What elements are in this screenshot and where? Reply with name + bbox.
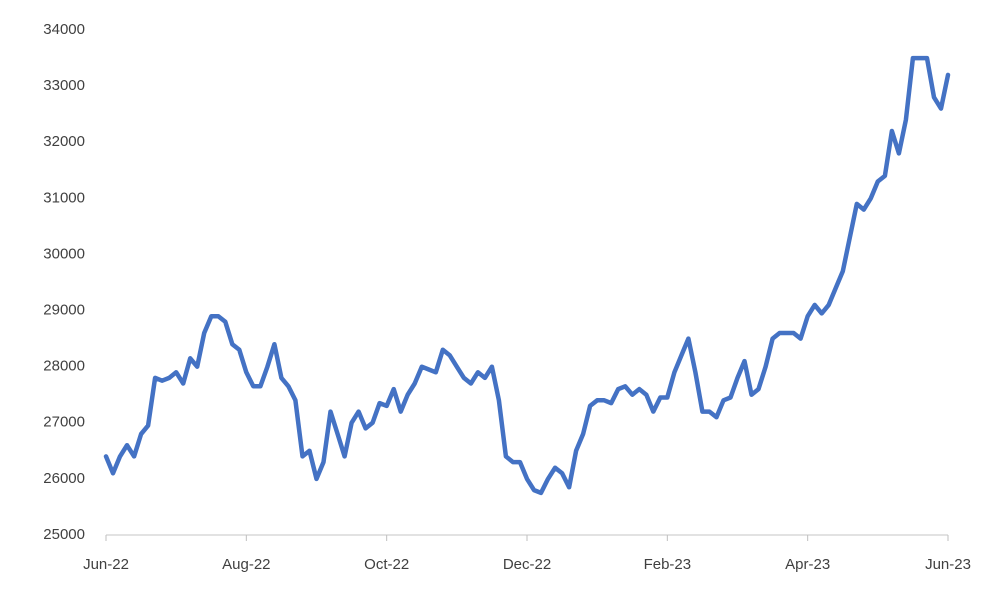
y-tick-label: 28000 bbox=[43, 358, 85, 375]
y-tick-label: 25000 bbox=[43, 526, 85, 543]
y-tick-label: 30000 bbox=[43, 245, 85, 262]
x-tick-label: Jun-23 bbox=[925, 556, 971, 573]
y-tick-label: 32000 bbox=[43, 133, 85, 150]
y-tick-label: 29000 bbox=[43, 302, 85, 319]
x-tick-label: Feb-23 bbox=[644, 556, 692, 573]
y-tick-label: 33000 bbox=[43, 77, 85, 94]
x-tick-label: Apr-23 bbox=[785, 556, 830, 573]
x-tick-label: Aug-22 bbox=[222, 556, 270, 573]
x-tick-label: Oct-22 bbox=[364, 556, 409, 573]
x-tick-label: Dec-22 bbox=[503, 556, 551, 573]
y-tick-label: 31000 bbox=[43, 189, 85, 206]
line-series bbox=[103, 55, 951, 496]
y-tick-label: 27000 bbox=[43, 414, 85, 431]
y-tick-label: 26000 bbox=[43, 470, 85, 487]
y-tick-label: 34000 bbox=[43, 21, 85, 38]
x-tick-label: Jun-22 bbox=[83, 556, 129, 573]
